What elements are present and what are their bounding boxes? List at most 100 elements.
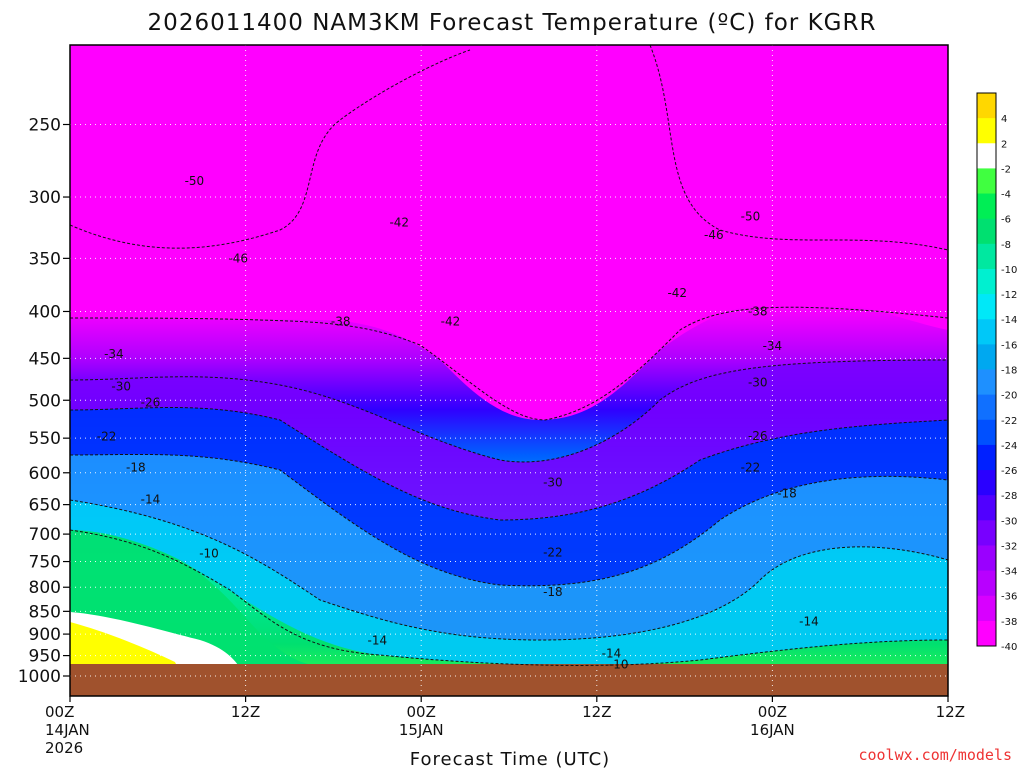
contour-line [69, 407, 949, 521]
colorbar-swatch [977, 470, 996, 496]
contour-label: -18 [543, 585, 563, 599]
contour-label: -14 [799, 615, 819, 629]
y-tick-label: 650 [29, 496, 61, 516]
contour-line [69, 359, 949, 463]
colorbar-label: -2 [1001, 164, 1011, 175]
mid-band-blue [70, 454, 948, 640]
colorbar-label: -10 [1001, 265, 1017, 276]
colorbar-label: -16 [1001, 340, 1017, 351]
contour-label: -50 [185, 174, 205, 188]
contour-label: -26 [141, 396, 161, 410]
contour-label: -50 [741, 209, 761, 223]
colorbar-label: -8 [1001, 240, 1011, 251]
colorbar-label: -38 [1001, 617, 1017, 628]
colorbar-label: -30 [1001, 516, 1017, 527]
colorbar-swatch [977, 168, 996, 195]
lower-band-cyan [70, 500, 948, 666]
contour-label: -34 [763, 339, 783, 353]
x-tick-label: 14JAN [45, 721, 90, 739]
contour-label: -42 [441, 314, 461, 328]
contour-labels: -50-46-42-38 -42-34-30-26-22-18-14-10-30-… [69, 44, 949, 672]
contour-label: -42 [667, 286, 687, 300]
x-tick-label: 12Z [582, 703, 611, 721]
y-tick-label: 250 [29, 116, 61, 136]
x-axis-label: Forecast Time (UTC) [410, 749, 610, 768]
y-axis-ticks: 250 300 350 400 450 500 550 600 650 700 750 800 850 9… [18, 116, 70, 687]
contour-label: -30 [748, 375, 768, 389]
contour-label: -22 [97, 430, 117, 444]
colorbar-label: -12 [1001, 290, 1017, 301]
contour-label: -38 [331, 314, 351, 328]
cold-band-blue [70, 407, 948, 586]
colorbar-swatch [977, 595, 996, 622]
contour-label: -22 [741, 460, 761, 474]
contour-label: -30 [111, 379, 131, 393]
y-tick-label: 300 [29, 188, 61, 208]
colorbar-swatch [977, 570, 996, 597]
x-tick-label: 00Z [45, 703, 74, 721]
x-tick-label: 12Z [231, 703, 260, 721]
y-tick-label: 950 [29, 647, 61, 667]
y-tick-label: 450 [29, 349, 61, 369]
contour-line [649, 44, 949, 251]
colorbar-label: -32 [1001, 541, 1017, 552]
contour-label: -18 [126, 460, 146, 474]
contour-label: -30 [543, 476, 563, 490]
y-tick-label: 800 [29, 578, 61, 598]
contour-label: -10 [609, 658, 629, 672]
colorbar-swatch [977, 218, 996, 245]
y-tick-label: 900 [29, 625, 61, 645]
colorbar-swatch [977, 545, 996, 572]
colorbar-label: 2 [1001, 139, 1007, 150]
colorbar-swatch [977, 193, 996, 220]
contour-label: -14 [602, 646, 622, 660]
cold-band-purple [70, 360, 948, 520]
x-tick-label: 00Z [758, 703, 787, 721]
colorbar-swatch [977, 344, 996, 370]
chart-title: 2026011400 NAM3KM Forecast Temperature (… [148, 10, 877, 36]
colorbar: 4 2 -2 -4 -6 -8 -10 -12 -14 -16 -18 -20 -22 -24 -26 -28… [976, 92, 1017, 653]
colorbar-swatch [977, 294, 996, 320]
y-tick-label: 750 [29, 553, 61, 573]
y-tick-label: 600 [29, 464, 61, 484]
y-tick-label: 550 [29, 429, 61, 449]
contour-line [69, 529, 949, 666]
colorbar-label: -6 [1001, 215, 1011, 226]
colorbar-swatch [977, 143, 996, 169]
y-tick-label: 700 [29, 525, 61, 545]
colorbar-swatch [977, 394, 996, 421]
contour-label: -26 [748, 429, 768, 443]
x-tick-label: 2026 [45, 739, 83, 757]
colorbar-swatch [977, 419, 996, 446]
contour-label: -18 [777, 486, 797, 500]
credit-text: coolwx.com/models [858, 746, 1012, 764]
colorbar-label: -14 [1001, 315, 1017, 326]
y-tick-label: 400 [29, 302, 61, 322]
contour-label: -46 [704, 228, 724, 242]
contour-label: -42 [389, 216, 409, 230]
x-tick-label: 00Z [407, 703, 436, 721]
colorbar-label: -34 [1001, 567, 1017, 578]
colorbar-swatch [977, 319, 996, 345]
contour-label: -38 [748, 304, 768, 318]
plot-area [70, 45, 948, 696]
x-tick-label: 12Z [936, 703, 965, 721]
colorbar-label: -22 [1001, 416, 1017, 427]
colorbar-swatch [977, 268, 996, 295]
colorbar-swatch [977, 118, 996, 144]
colorbar-label: -24 [1001, 441, 1017, 452]
warm-region-yellow [70, 622, 178, 668]
contour-line [69, 499, 949, 641]
contour-label: -14 [141, 493, 161, 507]
y-tick-label: 500 [29, 391, 61, 411]
contour-line [69, 306, 949, 421]
y-tick-label: 350 [29, 249, 61, 269]
x-tick-label: 16JAN [750, 721, 795, 739]
colorbar-label: -18 [1001, 366, 1017, 377]
colorbar-frame [976, 92, 997, 647]
colorbar-swatch [977, 444, 996, 471]
colorbar-label: -28 [1001, 491, 1017, 502]
contour-line [69, 453, 949, 587]
